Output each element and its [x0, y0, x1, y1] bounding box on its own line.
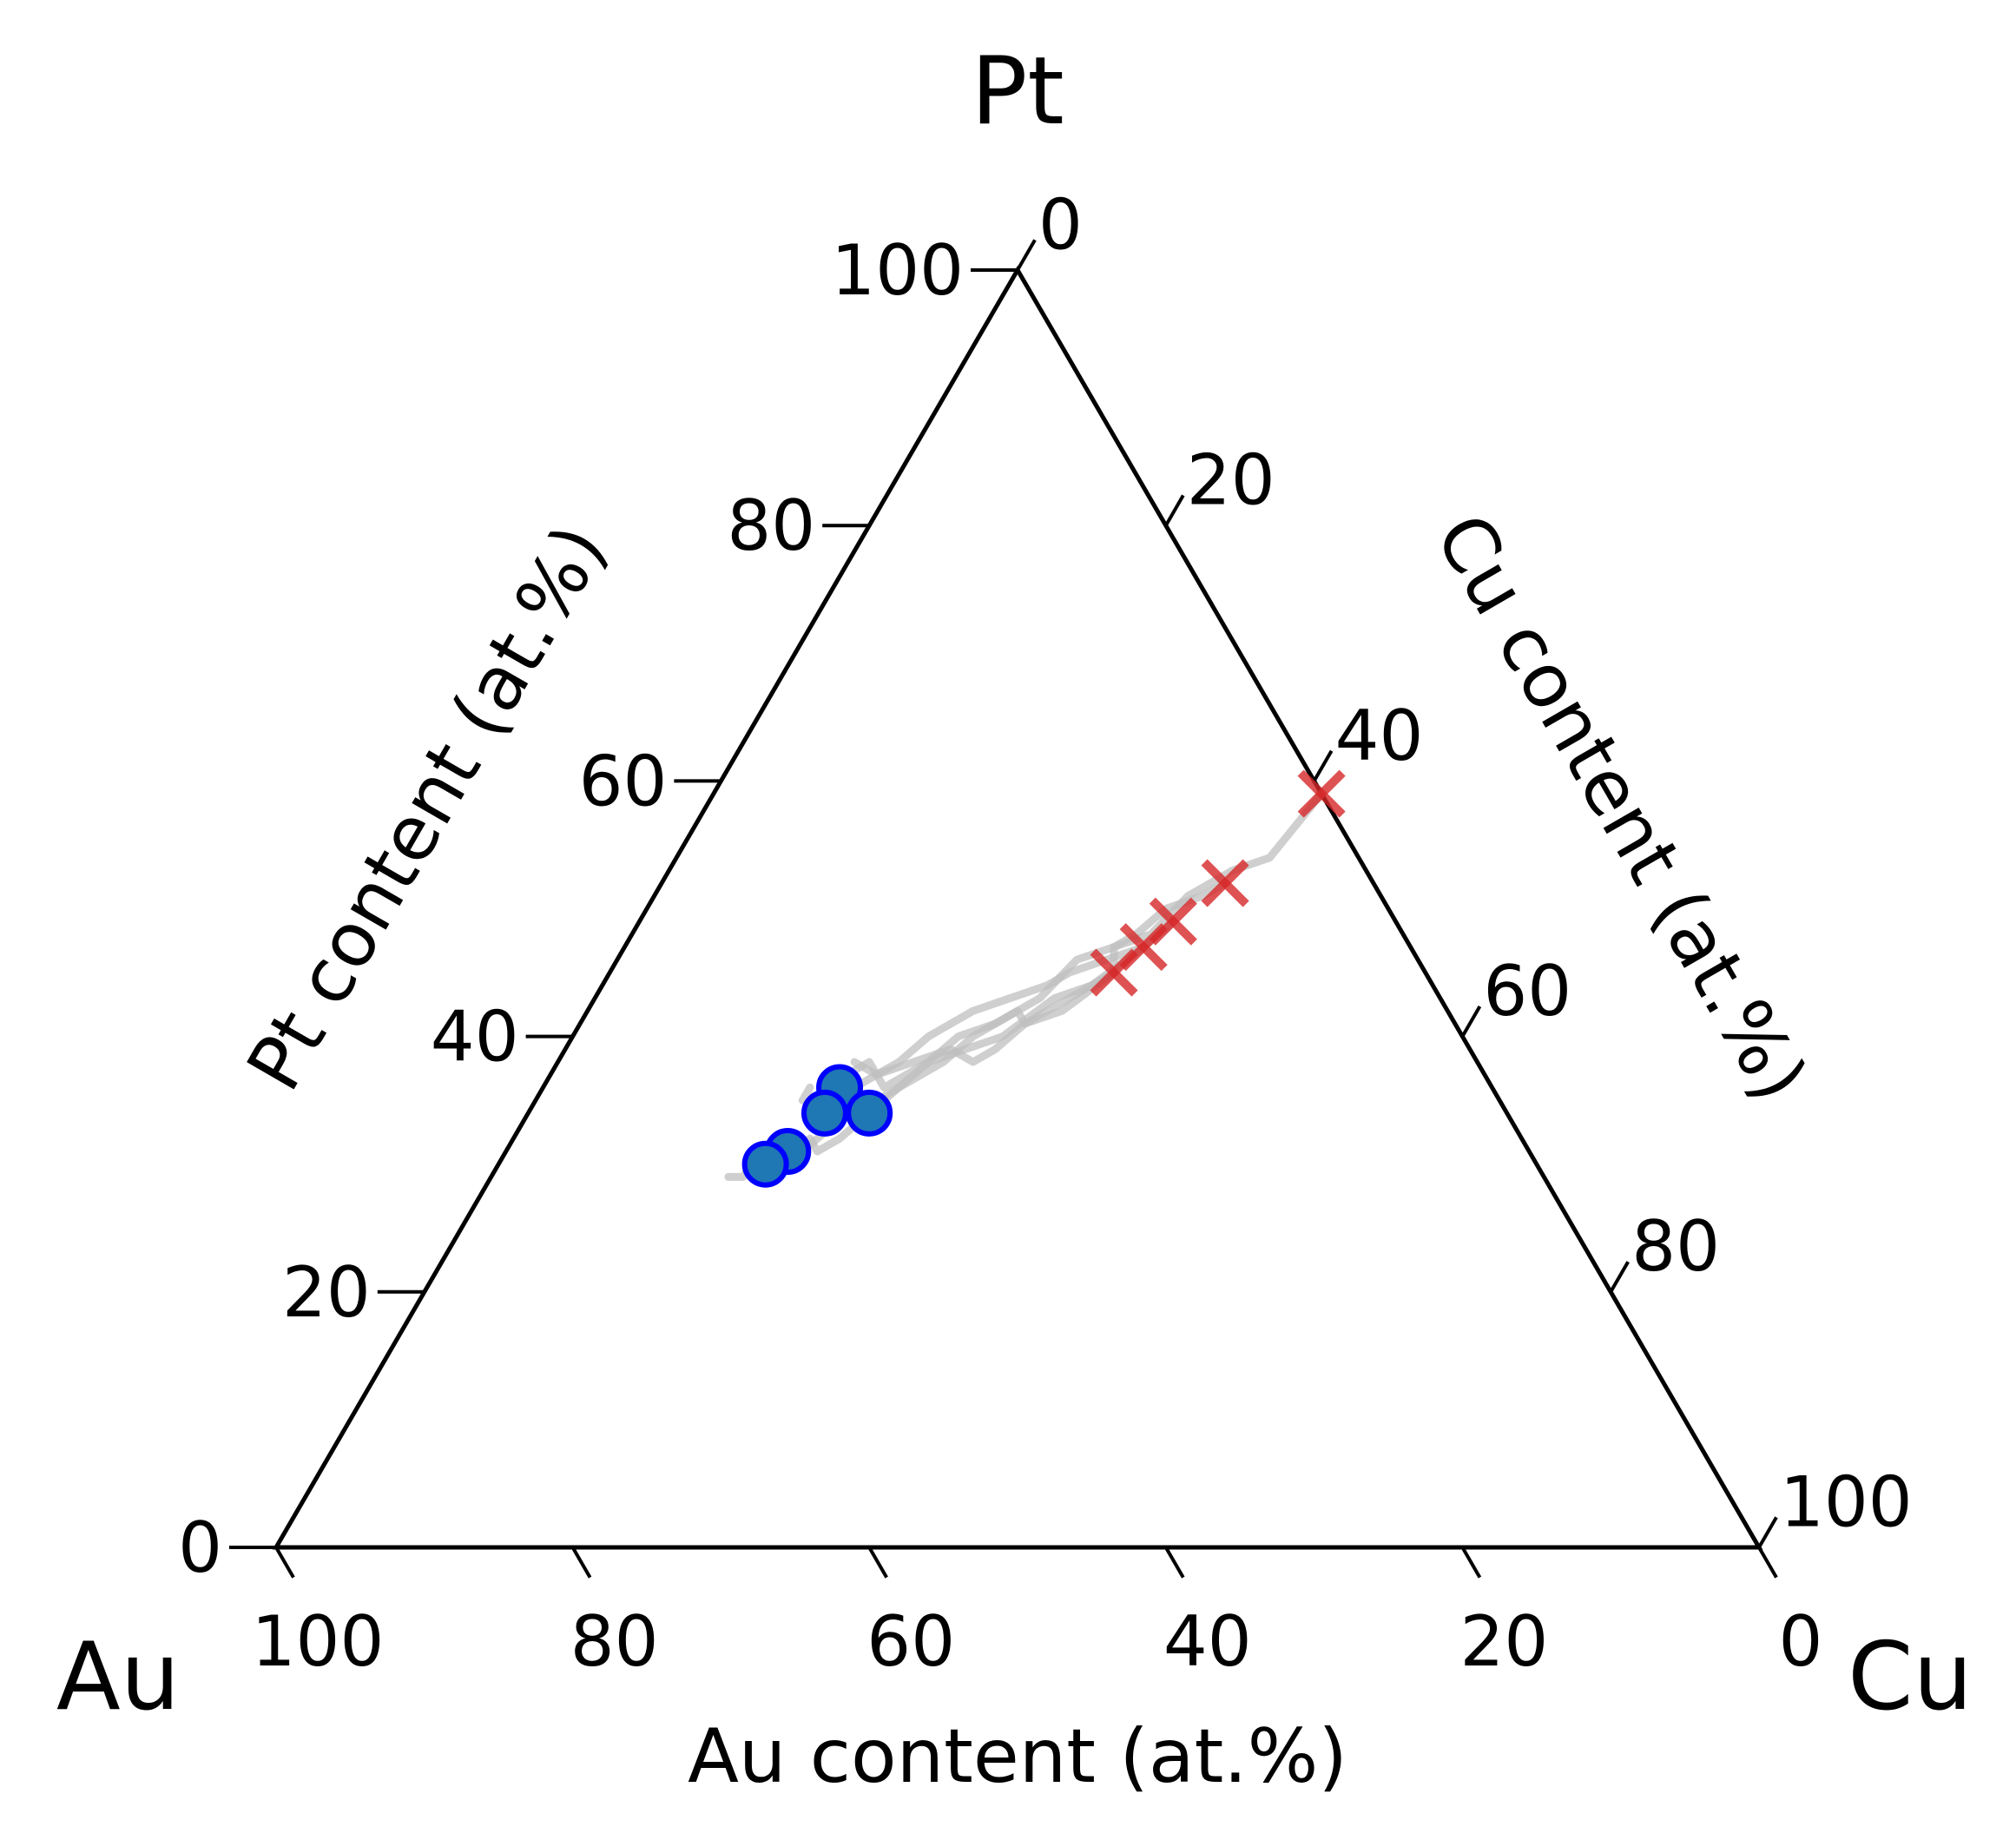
cu-tick-mark [1460, 1005, 1482, 1038]
au-tick-label: 20 [1460, 1601, 1549, 1682]
start-marker [1201, 859, 1249, 907]
cu-tick-mark [1757, 1516, 1778, 1549]
corner-label-cu: Cu [1848, 1623, 1973, 1731]
cu-tick-mark [1164, 494, 1185, 527]
end-markers [741, 1064, 893, 1188]
triangle-axes [272, 266, 1763, 1550]
pt-tick-label: 0 [178, 1507, 222, 1588]
start-markers [1090, 769, 1346, 997]
cu-tick-label: 20 [1187, 440, 1275, 521]
au-tick-label: 100 [252, 1601, 385, 1682]
au-tick-label: 40 [1163, 1601, 1252, 1682]
au-tick-label: 0 [1779, 1601, 1823, 1682]
axis-label-au: Au content (at.%) [688, 1713, 1347, 1800]
start-marker [1090, 948, 1138, 997]
pt-tick-label: 100 [831, 230, 964, 311]
cu-tick-mark [1016, 239, 1037, 271]
corner-label-au: Au [56, 1623, 180, 1731]
au-tick-label: 60 [866, 1601, 955, 1682]
axis-label-pt: Pt content (at.%) [231, 511, 624, 1105]
cu-tick-label: 100 [1780, 1461, 1913, 1542]
au-tick-mark [570, 1546, 592, 1579]
start-marker-stroke [1090, 948, 1138, 997]
cu-tick-mark [1312, 749, 1334, 782]
start-marker-stroke [1201, 859, 1249, 907]
cu-tick-label: 0 [1038, 184, 1083, 265]
cu-tick-mark [1609, 1261, 1630, 1293]
pt-tick-label: 20 [282, 1252, 371, 1333]
pt-tick-label: 40 [431, 997, 519, 1078]
tick-marks [229, 239, 1778, 1579]
pt-tick-label: 60 [579, 741, 668, 821]
au-tick-mark [867, 1546, 888, 1579]
start-marker [1297, 769, 1346, 818]
composition-path [850, 789, 1326, 1079]
axis-label-cu: Cu content (at.%) [1418, 500, 1823, 1116]
end-marker [741, 1140, 789, 1188]
pt-tick-label: 80 [727, 485, 815, 566]
au-tick-mark [274, 1546, 295, 1579]
cu-tick-label: 60 [1483, 951, 1571, 1032]
au-tick-mark [1460, 1546, 1482, 1579]
start-marker-stroke [1297, 769, 1346, 818]
au-tick-mark [1757, 1546, 1778, 1579]
end-marker [800, 1089, 848, 1137]
cu-tick-label: 80 [1631, 1206, 1720, 1287]
au-tick-label: 80 [570, 1601, 659, 1682]
triangle-outline [272, 266, 1763, 1550]
corner-label-pt: Pt [971, 37, 1064, 146]
end-marker [846, 1089, 893, 1137]
cu-tick-label: 40 [1335, 696, 1424, 776]
au-tick-mark [1164, 1546, 1185, 1579]
